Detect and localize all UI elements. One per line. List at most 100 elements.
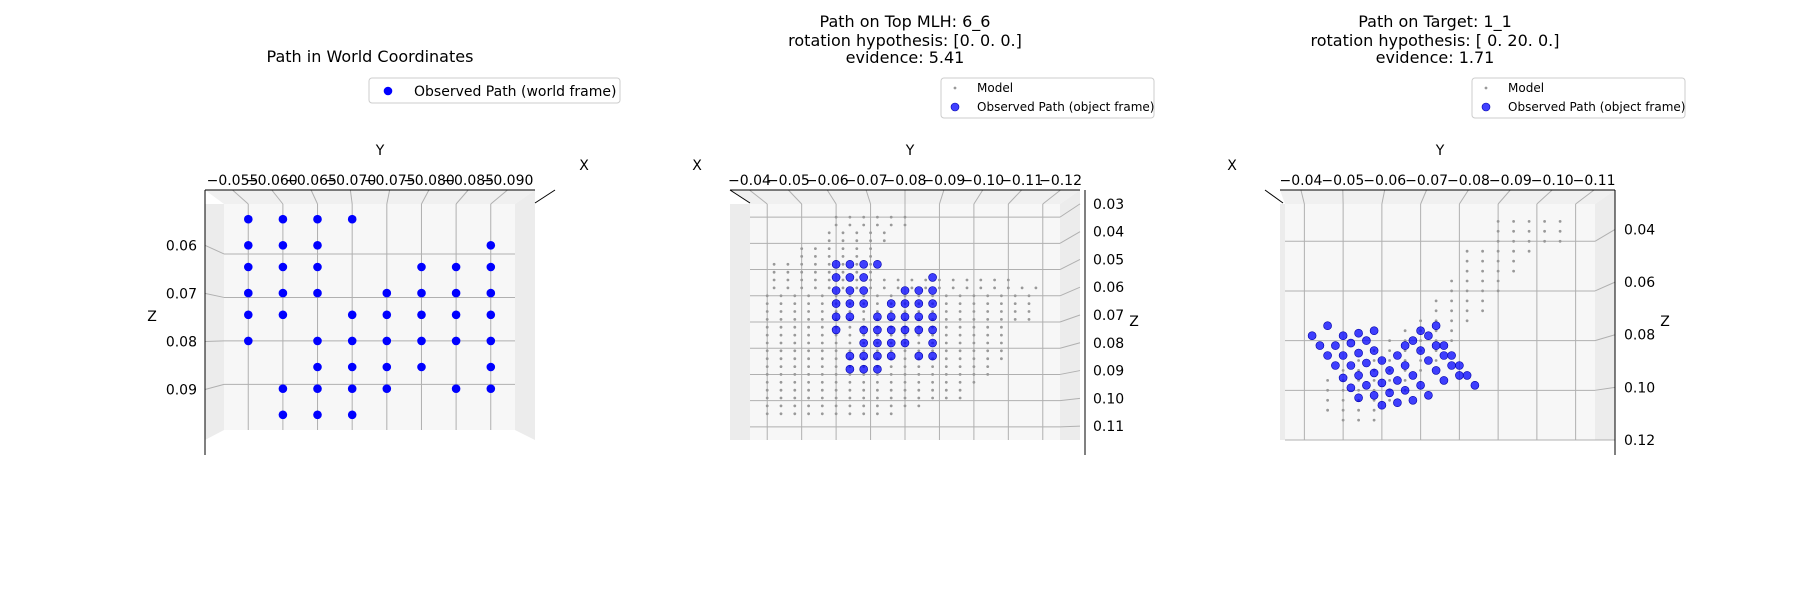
right-pane xyxy=(515,190,535,440)
model-point xyxy=(1450,299,1453,303)
model-point xyxy=(786,262,790,266)
model-point xyxy=(889,349,893,353)
grid-line-y-top xyxy=(421,189,430,205)
path-point xyxy=(451,310,461,320)
model-point xyxy=(765,357,769,361)
model-point xyxy=(765,310,769,313)
path-point xyxy=(900,338,910,348)
model-point xyxy=(779,373,783,376)
model-point xyxy=(944,380,948,384)
model-point xyxy=(944,396,948,400)
model-point xyxy=(848,341,852,345)
z-tick-label: 0.10 xyxy=(1093,391,1124,407)
model-point xyxy=(1450,339,1453,342)
model-point xyxy=(765,373,769,376)
model-point xyxy=(827,255,831,258)
path-point xyxy=(900,286,910,295)
path-point xyxy=(1408,336,1418,345)
path-point xyxy=(1354,371,1363,380)
model-point xyxy=(820,388,824,392)
model-point xyxy=(855,270,859,274)
model-point xyxy=(807,325,810,329)
model-point xyxy=(944,318,948,321)
chart-subtitle-line: rotation hypothesis: [ 0. 20. 0.] xyxy=(1311,31,1560,50)
model-point xyxy=(876,388,879,392)
model-point xyxy=(862,396,866,400)
model-point xyxy=(848,349,852,353)
chart-title: Path on Target: 1_1 xyxy=(1358,12,1512,32)
grid-line-y-top xyxy=(1420,189,1428,205)
model-point xyxy=(862,223,866,227)
model-point xyxy=(841,262,845,266)
model-point xyxy=(876,223,879,227)
z-tick-label: 0.04 xyxy=(1624,222,1655,238)
model-point xyxy=(855,239,859,243)
path-point xyxy=(278,214,288,224)
y-tick-label: −0.11 xyxy=(1000,173,1043,189)
path-point xyxy=(845,286,855,295)
path-point xyxy=(1385,366,1394,375)
model-point xyxy=(820,396,824,400)
top-pane xyxy=(1280,190,1615,204)
model-point xyxy=(972,380,976,384)
path-point xyxy=(451,288,461,298)
path-point xyxy=(928,273,937,282)
model-point xyxy=(965,278,969,282)
model-point xyxy=(1403,329,1407,333)
model-point xyxy=(779,396,783,400)
model-point xyxy=(814,255,817,258)
path-point xyxy=(928,338,937,348)
model-point xyxy=(1326,379,1329,382)
model-point xyxy=(1341,388,1345,392)
legend: Observed Path (world frame) xyxy=(368,77,621,104)
legend-label: Observed Path (object frame) xyxy=(1508,100,1685,114)
model-point xyxy=(814,270,817,274)
series-model xyxy=(765,215,1038,416)
model-point xyxy=(1465,289,1469,293)
path-point xyxy=(382,310,392,320)
grid-line-z-side xyxy=(1594,334,1616,342)
model-point xyxy=(793,318,797,321)
x-axis-label: X xyxy=(579,158,589,174)
model-point xyxy=(1496,259,1500,263)
model-point xyxy=(820,412,824,416)
model-point xyxy=(1013,310,1017,313)
path-point xyxy=(382,362,392,372)
path-point xyxy=(1346,361,1356,370)
model-point xyxy=(848,215,852,219)
model-point xyxy=(793,357,797,361)
model-point xyxy=(1372,408,1376,412)
model-point xyxy=(1403,339,1407,342)
model-point xyxy=(944,388,948,392)
model-point xyxy=(807,310,810,313)
path-point xyxy=(914,325,924,335)
model-point xyxy=(807,357,810,361)
model-point xyxy=(1434,339,1438,342)
path-point xyxy=(486,288,496,298)
model-point xyxy=(869,278,872,282)
model-point xyxy=(972,373,976,376)
chart-subtitle-line: rotation hypothesis: [0. 0. 0.] xyxy=(788,31,1022,50)
path-point xyxy=(417,310,426,320)
path-point xyxy=(873,338,882,348)
model-point xyxy=(958,333,962,337)
model-point xyxy=(931,333,934,337)
model-point xyxy=(972,341,976,345)
grid-line-z-side xyxy=(1059,258,1081,271)
model-point xyxy=(827,231,831,235)
model-point xyxy=(958,365,962,368)
path-point xyxy=(313,262,322,272)
model-point xyxy=(876,333,879,337)
chart-subtitle-line: evidence: 5.41 xyxy=(846,48,965,67)
model-point xyxy=(765,404,769,408)
model-point xyxy=(820,333,824,337)
model-point xyxy=(958,396,962,400)
legend-marker xyxy=(383,86,393,96)
model-point xyxy=(979,278,983,282)
model-point xyxy=(786,270,790,274)
path-point xyxy=(313,336,322,346)
model-point xyxy=(820,341,824,345)
model-point xyxy=(972,325,976,329)
model-point xyxy=(841,247,845,251)
model-point xyxy=(1020,286,1024,290)
